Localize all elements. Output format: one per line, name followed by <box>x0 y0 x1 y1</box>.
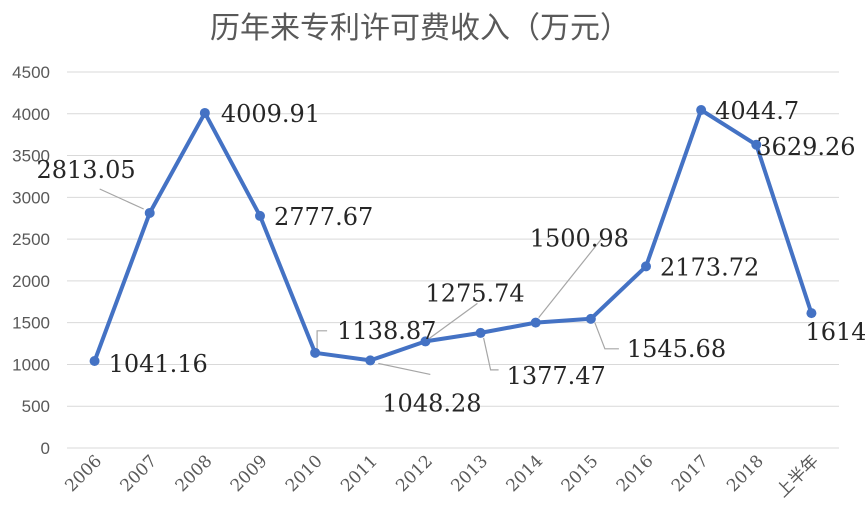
x-tick-label: 2010 <box>282 451 327 496</box>
data-point <box>696 105 707 116</box>
data-point <box>530 317 541 328</box>
y-tick-label: 1000 <box>12 355 50 374</box>
data-point <box>806 308 817 319</box>
x-tick-label: 2016 <box>613 451 658 496</box>
y-tick-label: 500 <box>22 397 50 416</box>
y-tick-label: 4000 <box>12 105 50 124</box>
data-label: 1614.02 <box>805 318 865 346</box>
x-tick-label: 2011 <box>337 451 382 496</box>
data-labels: 1041.16 2813.05 4009.91 2777.67 1138.87 1048.… <box>36 97 865 417</box>
data-label: 2777.67 <box>274 203 373 231</box>
data-point <box>641 261 651 272</box>
data-label: 2173.72 <box>660 253 759 281</box>
leader-line <box>378 362 431 375</box>
x-tick-label: 2008 <box>172 451 217 496</box>
x-tick-label: 2006 <box>61 451 106 496</box>
chart-title: 历年来专利许可费收入（万元） <box>210 11 630 46</box>
leader-line <box>429 302 478 339</box>
y-tick-label: 4500 <box>12 63 50 82</box>
y-tick-label: 2500 <box>12 230 50 249</box>
x-tick-label: 上半年 <box>773 451 823 501</box>
data-point <box>89 356 100 367</box>
x-tick-label: 2012 <box>392 451 437 496</box>
series-line <box>92 108 814 363</box>
y-tick-label: 3500 <box>12 147 50 166</box>
gridlines <box>67 71 839 449</box>
data-point <box>255 210 265 221</box>
data-point <box>585 313 596 324</box>
x-tick-label: 2014 <box>503 451 548 496</box>
data-label: 1048.28 <box>382 389 481 417</box>
y-tick-label: 1500 <box>12 314 50 333</box>
data-label: 3629.26 <box>756 133 855 161</box>
data-label: 2813.05 <box>36 156 135 184</box>
data-point <box>310 347 321 358</box>
series <box>89 105 817 367</box>
y-tick-label: 3000 <box>12 188 50 207</box>
leader-line <box>316 330 328 351</box>
data-label: 1377.47 <box>507 362 606 390</box>
x-tick-label: 2007 <box>117 451 162 496</box>
data-point <box>475 327 486 338</box>
leader-line <box>99 188 144 210</box>
data-label: 4009.91 <box>221 100 320 128</box>
x-axis-ticks: 2006 2007 2008 2009 2010 2011 2012 2013 2014 2015… <box>61 451 823 501</box>
x-tick-label: 2009 <box>227 451 272 496</box>
y-axis-ticks: 0 500 1000 1500 2000 2500 3000 3500 4000 4500 <box>12 63 50 458</box>
data-label: 1545.68 <box>627 335 726 363</box>
data-label: 1500.98 <box>530 225 629 253</box>
data-point <box>144 207 155 218</box>
x-tick-label: 2018 <box>723 451 768 496</box>
leader-lines <box>99 188 619 375</box>
data-label: 1041.16 <box>109 350 208 378</box>
y-tick-label: 2000 <box>12 272 50 291</box>
data-point <box>751 139 762 150</box>
leader-line <box>483 337 499 371</box>
x-tick-label: 2013 <box>447 451 492 496</box>
y-tick-label: 0 <box>41 439 50 458</box>
leader-line <box>538 238 603 318</box>
data-label: 1138.87 <box>337 317 436 345</box>
data-point <box>199 107 210 118</box>
data-label: 4044.7 <box>715 97 799 125</box>
data-label: 1275.74 <box>425 279 524 307</box>
x-tick-label: 2017 <box>668 451 713 496</box>
data-point <box>365 355 376 366</box>
leader-line <box>594 322 619 350</box>
x-tick-label: 2015 <box>558 451 603 496</box>
data-point <box>420 336 431 347</box>
